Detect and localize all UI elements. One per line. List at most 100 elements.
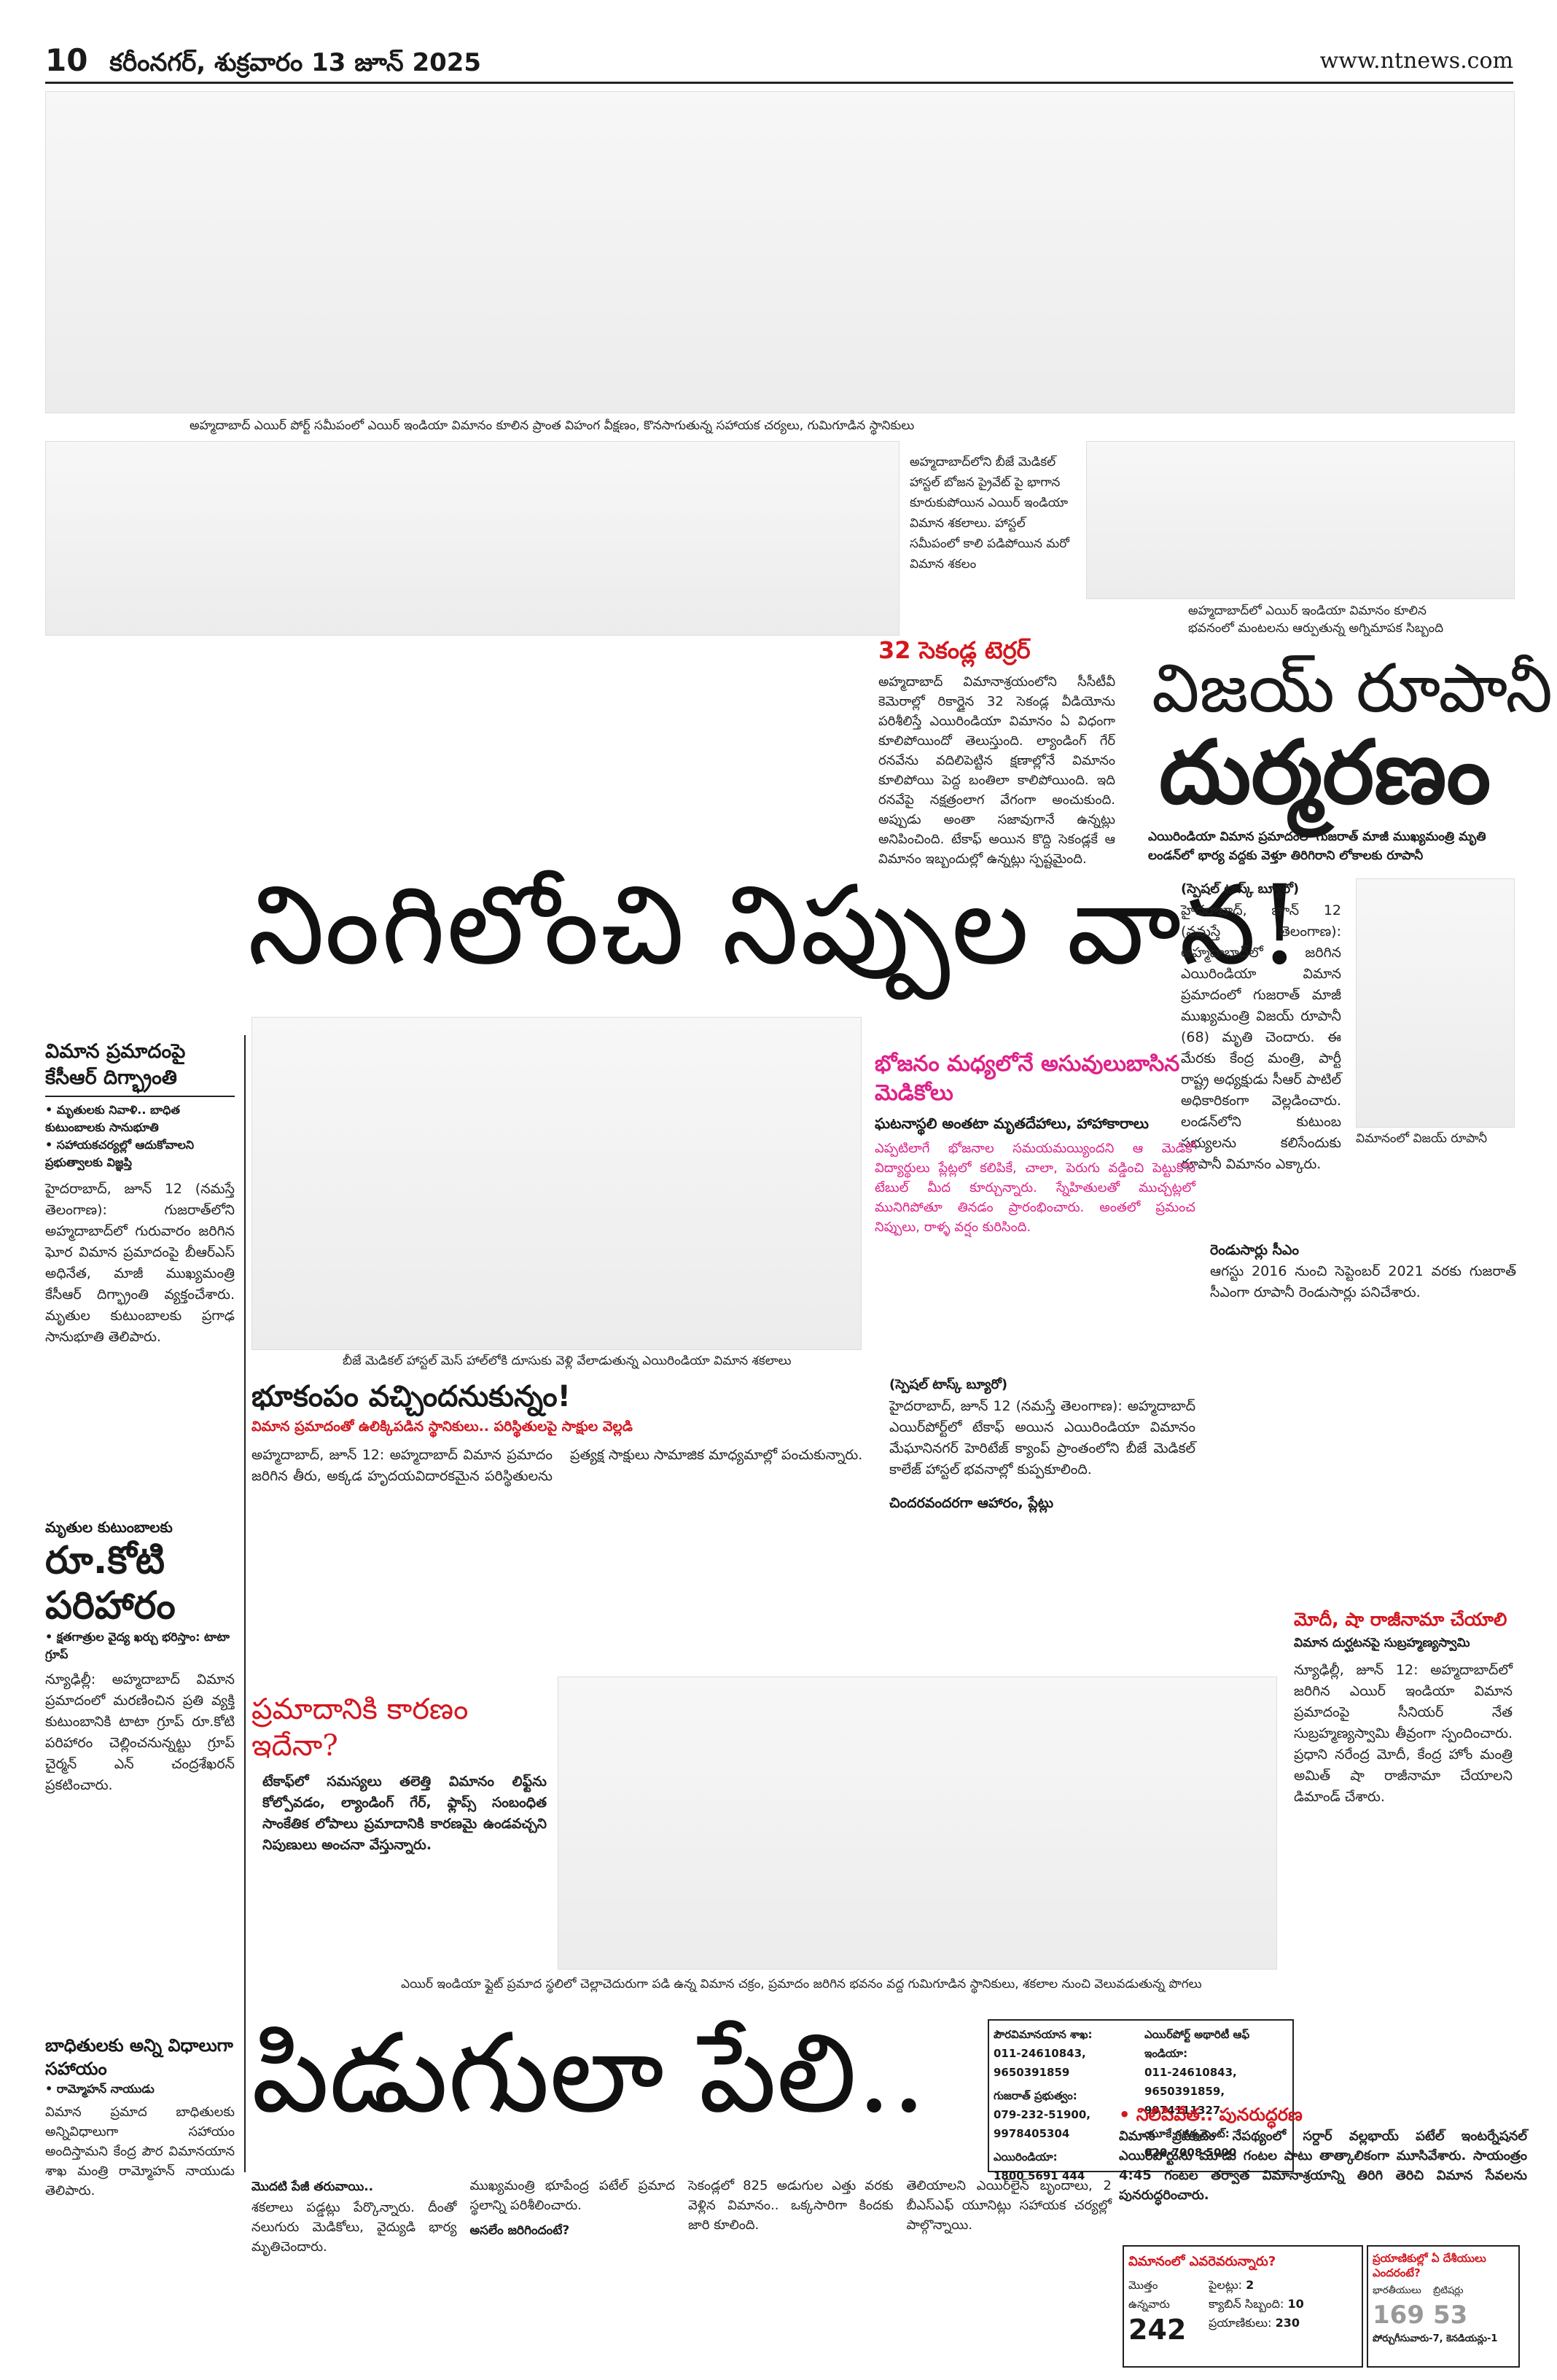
helpline-title-4: ఎయిర్‌పోర్ట్ అథారిటీ ఆఫ్ ఇండియా:: [1144, 2028, 1250, 2060]
bottom-col-2: ముఖ్యమంత్రి భూపేంద్ర పటేల్ ప్రమాద స్థలాన…: [470, 2176, 676, 2257]
nationality-table: ప్రయాణికుల్లో ఏ దేశీయులు ఎందరంటే? భారతీయ…: [1367, 2245, 1520, 2368]
bottom-headline: పిడుగులా పేలి..: [251, 2010, 926, 2137]
total-value: 242: [1128, 2314, 1187, 2346]
modi-deck: విమాన దుర్ఘటనపై సుబ్రహ్మణ్యస్వామి: [1294, 1636, 1470, 1650]
inset-photo: [45, 441, 900, 636]
passenger-total: మొత్తం ఉన్నవారు 242: [1128, 2276, 1201, 2346]
terror-text: అహ్మదాబాద్ విమానాశ్రయంలోని సీసీటీవీ కెమె…: [878, 674, 1115, 867]
page-number: 10: [45, 42, 88, 78]
masthead-left: 10 కరీంనగర్, శుక్రవారం 13 జూన్ 2025: [45, 42, 481, 83]
medicos-body-block: (స్పెషల్ టాస్క్ బ్యూరో) హైదరాబాద్, జూన్ …: [889, 1374, 1195, 1514]
vijay-head-bottom: దుర్మరణం: [1159, 721, 1491, 824]
terror-box: 32 సెకండ్ల టెర్రర్ అహ్మదాబాద్ విమానాశ్రయ…: [878, 634, 1115, 869]
earthquake-body: అహ్మదాబాద్, జూన్ 12: అహ్మదాబాద్ విమాన ప్…: [251, 1447, 863, 1484]
helpline-title-3: ఎయిరిండియా:: [994, 2150, 1058, 2164]
earthquake-head: భూకంపం వచ్చిందనుకున్నం!: [251, 1380, 571, 1413]
hostel-photo: [251, 1017, 862, 1350]
vijay-deck: ఎయిరిండియా విమాన ప్రమాదంలో గుజరాత్ మాజీ …: [1148, 830, 1486, 863]
crore-story: మృతుల కుటుంబాలకు రూ.కోటి పరిహారం • క్షతగ…: [45, 1516, 235, 1796]
reason-story: ప్రమాదానికి కారణం ఇదేనా?: [251, 1691, 558, 1764]
earthquake-story: భూకంపం వచ్చిందనుకున్నం! విమాన ప్రమాదంతో …: [251, 1378, 871, 1487]
header-rule: [45, 82, 1513, 84]
crore-small-head: మృతుల కుటుంబాలకు: [45, 1518, 173, 1536]
crew-value: 10: [1287, 2297, 1304, 2311]
kcr-rule: [45, 1096, 235, 1097]
helpline-nums-2[interactable]: 079-232-51900, 9978405304: [994, 2108, 1090, 2140]
reason-body: టేకాఫ్‌లో సమస్యలు తలెత్తి విమానం లిఫ్ట్‌…: [262, 1774, 547, 1853]
kcr-bullet-2-text: సహాయకచర్యల్లో ఆదుకోవాలని ప్రభుత్వాలకు వి…: [45, 1138, 195, 1169]
vijay-story-2: రెండుసార్లు సీఎం ఆగస్టు 2016 నుంచి సెప్ట…: [1210, 1239, 1516, 1303]
helpline-title-5: యూకే గవర్నమెంట్:: [1144, 2127, 1230, 2140]
modi-head: మోదీ, షా రాజీనామా చేయాలి: [1294, 1609, 1507, 1630]
hostel-photo-caption: బీజే మెడికల్ హాస్టల్ మెస్ హాల్‌లోకి దూసు…: [343, 1354, 792, 1368]
passenger-table: విమానంలో ఎవరెవరున్నారు? మొత్తం ఉన్నవారు …: [1123, 2245, 1363, 2368]
crore-head: రూ.కోటి పరిహారం: [45, 1539, 176, 1628]
terror-title: 32 సెకండ్ల టెర్రర్: [878, 636, 1031, 664]
kcr-bullet-1: • మృతులకు నివాళి.. బాధిత కుటుంబాలకు సాను…: [45, 1103, 180, 1134]
helpline-nums-4[interactable]: 011-24610843, 9650391859, 9974111327: [1144, 2066, 1237, 2117]
indian-block: భారతీయులు 169: [1373, 2282, 1424, 2330]
bottom-col-2-text: ముఖ్యమంత్రి భూపేంద్ర పటేల్ ప్రమాద స్థలాన…: [469, 2178, 676, 2213]
bottom-col-4: తెలియాలని ఎయిర్‌లైన్ బృందాలు, 2 బీఎస్ఎఫ్…: [907, 2176, 1112, 2257]
website-link[interactable]: www.ntnews.com: [1319, 48, 1513, 74]
dateline: కరీంనగర్, శుక్రవారం 13 జూన్ 2025: [109, 48, 482, 77]
british-block: బ్రిటిషర్లు 53: [1433, 2282, 1467, 2330]
naidu-bullet-text: రామ్మోహన్ నాయుడు: [56, 2082, 155, 2096]
pilots-value: 2: [1246, 2278, 1254, 2292]
crore-bullet: • క్షతగాత్రుల వైద్య ఖర్చు భరిస్తాం: టాటా…: [45, 1630, 230, 1661]
bottom-photo-caption: ఎయిర్ ఇండియా ఫ్లైట్ ప్రమాద స్థలిలో చెల్ల…: [401, 1977, 1202, 1991]
helpline-col-2: ఎయిర్‌పోర్ట్ అథారిటీ ఆఫ్ ఇండియా: 011-246…: [1144, 2025, 1288, 2185]
vijay-body: హైదరాబాద్, జూన్ 12 (నమస్తే తెలంగాణ): అహ్…: [1181, 902, 1341, 1172]
medicos-head: భోజనం మధ్యలోనే అసువులుబాసిన మెడికోలు: [875, 1051, 1180, 1106]
restore-head-text: నిలిపివేత.. పునరుద్ధరణ: [1136, 2104, 1303, 2125]
vijay-body-2: ఆగస్టు 2016 నుంచి సెప్టెంబర్ 2021 వరకు గ…: [1210, 1263, 1516, 1300]
naidu-bullet: • రామ్మోహన్ నాయుడు: [45, 2082, 155, 2096]
restore-body: విమాన ప్రమాదం నేపథ్యంలో సర్దార్ వల్లభాయ్…: [1119, 2129, 1527, 2203]
naidu-story: బాధితులకు అన్ని విధాలుగా సహాయం • రామ్మోహ…: [45, 2034, 235, 2201]
passengers-value: 230: [1275, 2316, 1300, 2330]
vijay-portrait-caption: విమానంలో విజయ్ రూపానీ: [1356, 1131, 1488, 1146]
british-value: 53: [1432, 2301, 1468, 2330]
vijay-head-top: విజయ్ రూపానీ: [1152, 649, 1553, 727]
indian-label: భారతీయులు: [1373, 2285, 1421, 2296]
kcr-story: విమాన ప్రమాదంపై కేసీఆర్ దిగ్భ్రాంతి • మృ…: [45, 1039, 235, 1348]
helpline-nums-5[interactable]: 020-7008 5000: [1144, 2146, 1237, 2159]
passengers-label: ప్రయాణికులు:: [1209, 2316, 1272, 2330]
helpline-nums-1[interactable]: 011-24610843, 9650391859: [994, 2047, 1086, 2079]
vijay-photo-caption: అహ్మదాబాద్‌లో ఎయిర్ ఇండియా విమానం కూలిన …: [1188, 604, 1444, 636]
restore-story: • నిలిపివేత.. పునరుద్ధరణ విమాన ప్రమాదం న…: [1119, 2103, 1527, 2205]
helpline-col-1: పౌరవిమానయాన శాఖ: 011-24610843, 965039185…: [994, 2025, 1137, 2185]
helpline-title-2: గుజరాత్ ప్రభుత్వం:: [994, 2089, 1077, 2102]
naidu-head: బాధితులకు అన్ని విధాలుగా సహాయం: [45, 2035, 233, 2079]
medicos-subhead-2: చిందరవందరగా ఆహారం, ప్లేట్లు: [889, 1495, 1054, 1511]
top-photo-caption: అహ్మదాబాద్ ఎయిర్ పోర్ట్ సమీపంలో ఎయిర్ ఇం…: [190, 418, 915, 433]
crore-body: న్యూఢిల్లీ: అహ్మదాబాద్ విమాన ప్రమాదంలో మ…: [45, 1671, 235, 1793]
naidu-body: విమాన ప్రమాద బాధితులకు అన్నివిధాలుగా సహా…: [45, 2104, 235, 2198]
kcr-bullet-2: • సహాయకచర్యల్లో ఆదుకోవాలని ప్రభుత్వాలకు …: [45, 1138, 195, 1169]
inset-photo-caption: అహ్మదాబాద్‌లోని బీజే మెడికల్ హాస్టల్ బోజ…: [910, 455, 1069, 571]
crew-label: క్యాబిన్ సిబ్బంది:: [1209, 2297, 1284, 2311]
helpline-nums-3[interactable]: 1800 5691 444: [994, 2169, 1085, 2182]
passenger-breakdown: పైలట్లు: 2 క్యాబిన్ సిబ్బంది: 10 ప్రయాణి…: [1209, 2276, 1304, 2346]
earthquake-deck: విమాన ప్రమాదంతో ఉలిక్కిపడిన స్థానికులు..…: [251, 1419, 633, 1435]
modi-story: మోదీ, షా రాజీనామా చేయాలి విమాన దుర్ఘటనపై…: [1294, 1607, 1513, 1808]
pilots-label: పైలట్లు:: [1209, 2278, 1242, 2292]
helpline-title-1: పౌరవిమానయాన శాఖ:: [994, 2028, 1093, 2041]
nationality-table-title: ప్రయాణికుల్లో ఏ దేశీయులు ఎందరంటే?: [1373, 2252, 1486, 2279]
kcr-bullet-1-text: మృతులకు నివాళి.. బాధిత కుటుంబాలకు సానుభూ…: [45, 1103, 180, 1134]
other-nationalities: పోర్చుగీసువారు-7, కెనడియన్లు-1: [1373, 2333, 1498, 2344]
bottom-subhead-2: అసలేం జరిగిందంటే?: [469, 2223, 570, 2238]
kcr-head: విమాన ప్రమాదంపై కేసీఆర్ దిగ్భ్రాంతి: [45, 1040, 186, 1089]
vijay-story: (స్పెషల్ టాస్క్ బ్యూరో) హైదరాబాద్, జూన్ …: [1181, 878, 1341, 1175]
vijay-byline: (స్పెషల్ టాస్క్ బ్యూరో): [1181, 881, 1300, 897]
bottom-col-3: సెకండ్లలో 825 అడుగుల ఎత్తు వరకు వెళ్లిన …: [688, 2176, 894, 2257]
crore-bullet-text: క్షతగాత్రుల వైద్య ఖర్చు భరిస్తాం: టాటా గ…: [45, 1630, 230, 1661]
column-rule-left: [244, 1035, 246, 2172]
vijay-subhead: రెండుసార్లు సీఎం: [1210, 1242, 1300, 1258]
reason-photo: [558, 1677, 1277, 1970]
bottom-col-1: మొదటి పేజీ తరువాయి.. శకలాలు పడ్డట్లు పేర…: [251, 2176, 457, 2257]
modi-body: న్యూఢిల్లీ, జూన్ 12: అహ్మదాబాద్‌లో జరిగి…: [1294, 1662, 1513, 1805]
medicos-body: హైదరాబాద్, జూన్ 12 (నమస్తే తెలంగాణ): అహ్…: [889, 1398, 1195, 1478]
vijay-portrait: [1356, 878, 1515, 1128]
passenger-table-title: విమానంలో ఎవరెవరున్నారు?: [1128, 2254, 1276, 2269]
